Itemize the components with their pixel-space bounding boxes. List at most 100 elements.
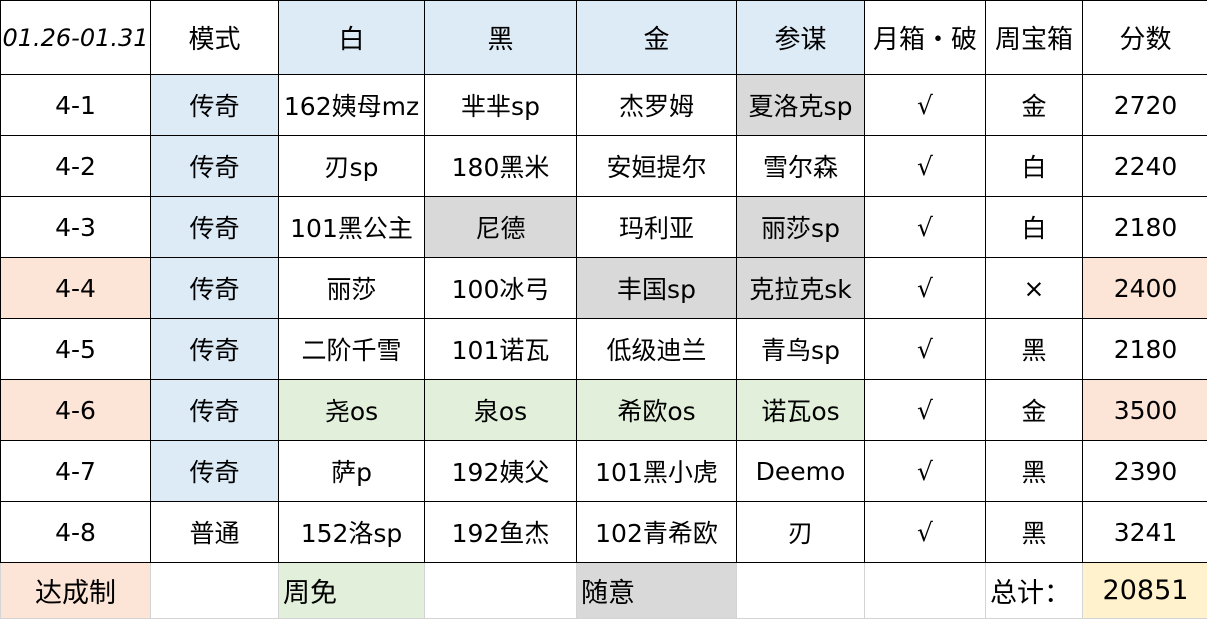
cell-monthly-box[interactable]: √ xyxy=(865,258,986,319)
cell-white[interactable]: 162姨母mz xyxy=(279,75,425,136)
cell-gold[interactable]: 101黑小虎 xyxy=(577,441,737,502)
cell-gold[interactable]: 杰罗姆 xyxy=(577,75,737,136)
cell-mode[interactable]: 传奇 xyxy=(151,319,279,380)
header-weekly-box[interactable]: 周宝箱 xyxy=(986,1,1083,75)
cell-black[interactable]: 192姨父 xyxy=(425,441,577,502)
cell-gold[interactable]: 低级迪兰 xyxy=(577,319,737,380)
cell-black[interactable]: 100冰弓 xyxy=(425,258,577,319)
cell-weekly-box[interactable]: 金 xyxy=(986,380,1083,441)
cell-weekly-box[interactable]: 黑 xyxy=(986,319,1083,380)
total-label[interactable]: 总计： xyxy=(986,563,1083,619)
cell-stage[interactable]: 4-5 xyxy=(1,319,151,380)
total-value[interactable]: 20851 xyxy=(1083,563,1207,619)
cell-score[interactable]: 2180 xyxy=(1083,319,1207,380)
cell-weekly-box[interactable]: 黑 xyxy=(986,502,1083,563)
cell-score[interactable]: 2180 xyxy=(1083,197,1207,258)
cell-score[interactable]: 2400 xyxy=(1083,258,1207,319)
cell-white[interactable]: 刃sp xyxy=(279,136,425,197)
cell-score[interactable]: 2240 xyxy=(1083,136,1207,197)
cell-black[interactable]: 泉os xyxy=(425,380,577,441)
cell-mode[interactable]: 传奇 xyxy=(151,197,279,258)
cell-mode[interactable]: 传奇 xyxy=(151,441,279,502)
cell-monthly-box[interactable]: √ xyxy=(865,441,986,502)
cell-advisor[interactable]: 青鸟sp xyxy=(737,319,865,380)
cell-advisor[interactable]: 雪尔森 xyxy=(737,136,865,197)
cell-monthly-box[interactable]: √ xyxy=(865,502,986,563)
cell-advisor[interactable]: 克拉克sk xyxy=(737,258,865,319)
cell-weekly-box[interactable]: 金 xyxy=(986,75,1083,136)
cell-score[interactable]: 2390 xyxy=(1083,441,1207,502)
header-mode[interactable]: 模式 xyxy=(151,1,279,75)
cell-stage[interactable]: 4-4 xyxy=(1,258,151,319)
cell-gold[interactable]: 安姮提尔 xyxy=(577,136,737,197)
cell-black[interactable]: 101诺瓦 xyxy=(425,319,577,380)
cell-black[interactable]: 180黑米 xyxy=(425,136,577,197)
cell-monthly-box[interactable]: √ xyxy=(865,75,986,136)
cell-black[interactable]: 芈芈sp xyxy=(425,75,577,136)
cell-advisor[interactable]: 丽莎sp xyxy=(737,197,865,258)
header-advisor[interactable]: 参谋 xyxy=(737,1,865,75)
cell-white[interactable]: 萨p xyxy=(279,441,425,502)
header-stage[interactable]: 01.26-01.31 xyxy=(1,1,151,75)
cell-stage[interactable]: 4-7 xyxy=(1,441,151,502)
cell-mode[interactable]: 传奇 xyxy=(151,75,279,136)
legend-any[interactable]: 随意 xyxy=(577,563,737,619)
cell-gold[interactable]: 丰国sp xyxy=(577,258,737,319)
cell-stage[interactable]: 4-2 xyxy=(1,136,151,197)
cell-stage[interactable]: 4-3 xyxy=(1,197,151,258)
cell-monthly-box[interactable]: √ xyxy=(865,319,986,380)
cell-white[interactable]: 二阶千雪 xyxy=(279,319,425,380)
header-monthly-box[interactable]: 月箱・破 xyxy=(865,1,986,75)
cell-mode[interactable]: 传奇 xyxy=(151,136,279,197)
cell-stage[interactable]: 4-1 xyxy=(1,75,151,136)
empty-cell[interactable] xyxy=(737,563,865,619)
cell-advisor[interactable]: 夏洛克sp xyxy=(737,75,865,136)
cell-score[interactable]: 2720 xyxy=(1083,75,1207,136)
header-black[interactable]: 黑 xyxy=(425,1,577,75)
header-gold[interactable]: 金 xyxy=(577,1,737,75)
cell-monthly-box[interactable]: √ xyxy=(865,197,986,258)
cell-mode[interactable]: 传奇 xyxy=(151,380,279,441)
empty-cell[interactable] xyxy=(425,563,577,619)
cell-score[interactable]: 3241 xyxy=(1083,502,1207,563)
empty-cell[interactable] xyxy=(151,563,279,619)
header-score[interactable]: 分数 xyxy=(1083,1,1207,75)
cell-weekly-box[interactable]: 黑 xyxy=(986,441,1083,502)
cell-monthly-box[interactable]: √ xyxy=(865,136,986,197)
cell-white[interactable]: 152洛sp xyxy=(279,502,425,563)
cell-mode[interactable]: 普通 xyxy=(151,502,279,563)
cell-white[interactable]: 尧os xyxy=(279,380,425,441)
cell-black[interactable]: 192鱼杰 xyxy=(425,502,577,563)
cell-monthly-box[interactable]: √ xyxy=(865,380,986,441)
cell-gold[interactable]: 玛利亚 xyxy=(577,197,737,258)
footer-row: 达成制 周免 随意 总计： 20851 xyxy=(1,563,1207,619)
cell-weekly-box[interactable]: × xyxy=(986,258,1083,319)
cell-advisor[interactable]: Deemo xyxy=(737,441,865,502)
header-white[interactable]: 白 xyxy=(279,1,425,75)
cell-stage[interactable]: 4-8 xyxy=(1,502,151,563)
cell-gold[interactable]: 希欧os xyxy=(577,380,737,441)
cell-white[interactable]: 101黑公主 xyxy=(279,197,425,258)
cell-stage[interactable]: 4-6 xyxy=(1,380,151,441)
empty-cell[interactable] xyxy=(865,563,986,619)
cell-black[interactable]: 尼德 xyxy=(425,197,577,258)
cell-white[interactable]: 丽莎 xyxy=(279,258,425,319)
legend-weekly-free[interactable]: 周免 xyxy=(279,563,425,619)
cell-weekly-box[interactable]: 白 xyxy=(986,197,1083,258)
cell-mode[interactable]: 传奇 xyxy=(151,258,279,319)
cell-score[interactable]: 3500 xyxy=(1083,380,1207,441)
cell-gold[interactable]: 102青希欧 xyxy=(577,502,737,563)
cell-advisor[interactable]: 诺瓦os xyxy=(737,380,865,441)
cell-weekly-box[interactable]: 白 xyxy=(986,136,1083,197)
cell-advisor[interactable]: 刃 xyxy=(737,502,865,563)
legend-achievement[interactable]: 达成制 xyxy=(1,563,151,619)
